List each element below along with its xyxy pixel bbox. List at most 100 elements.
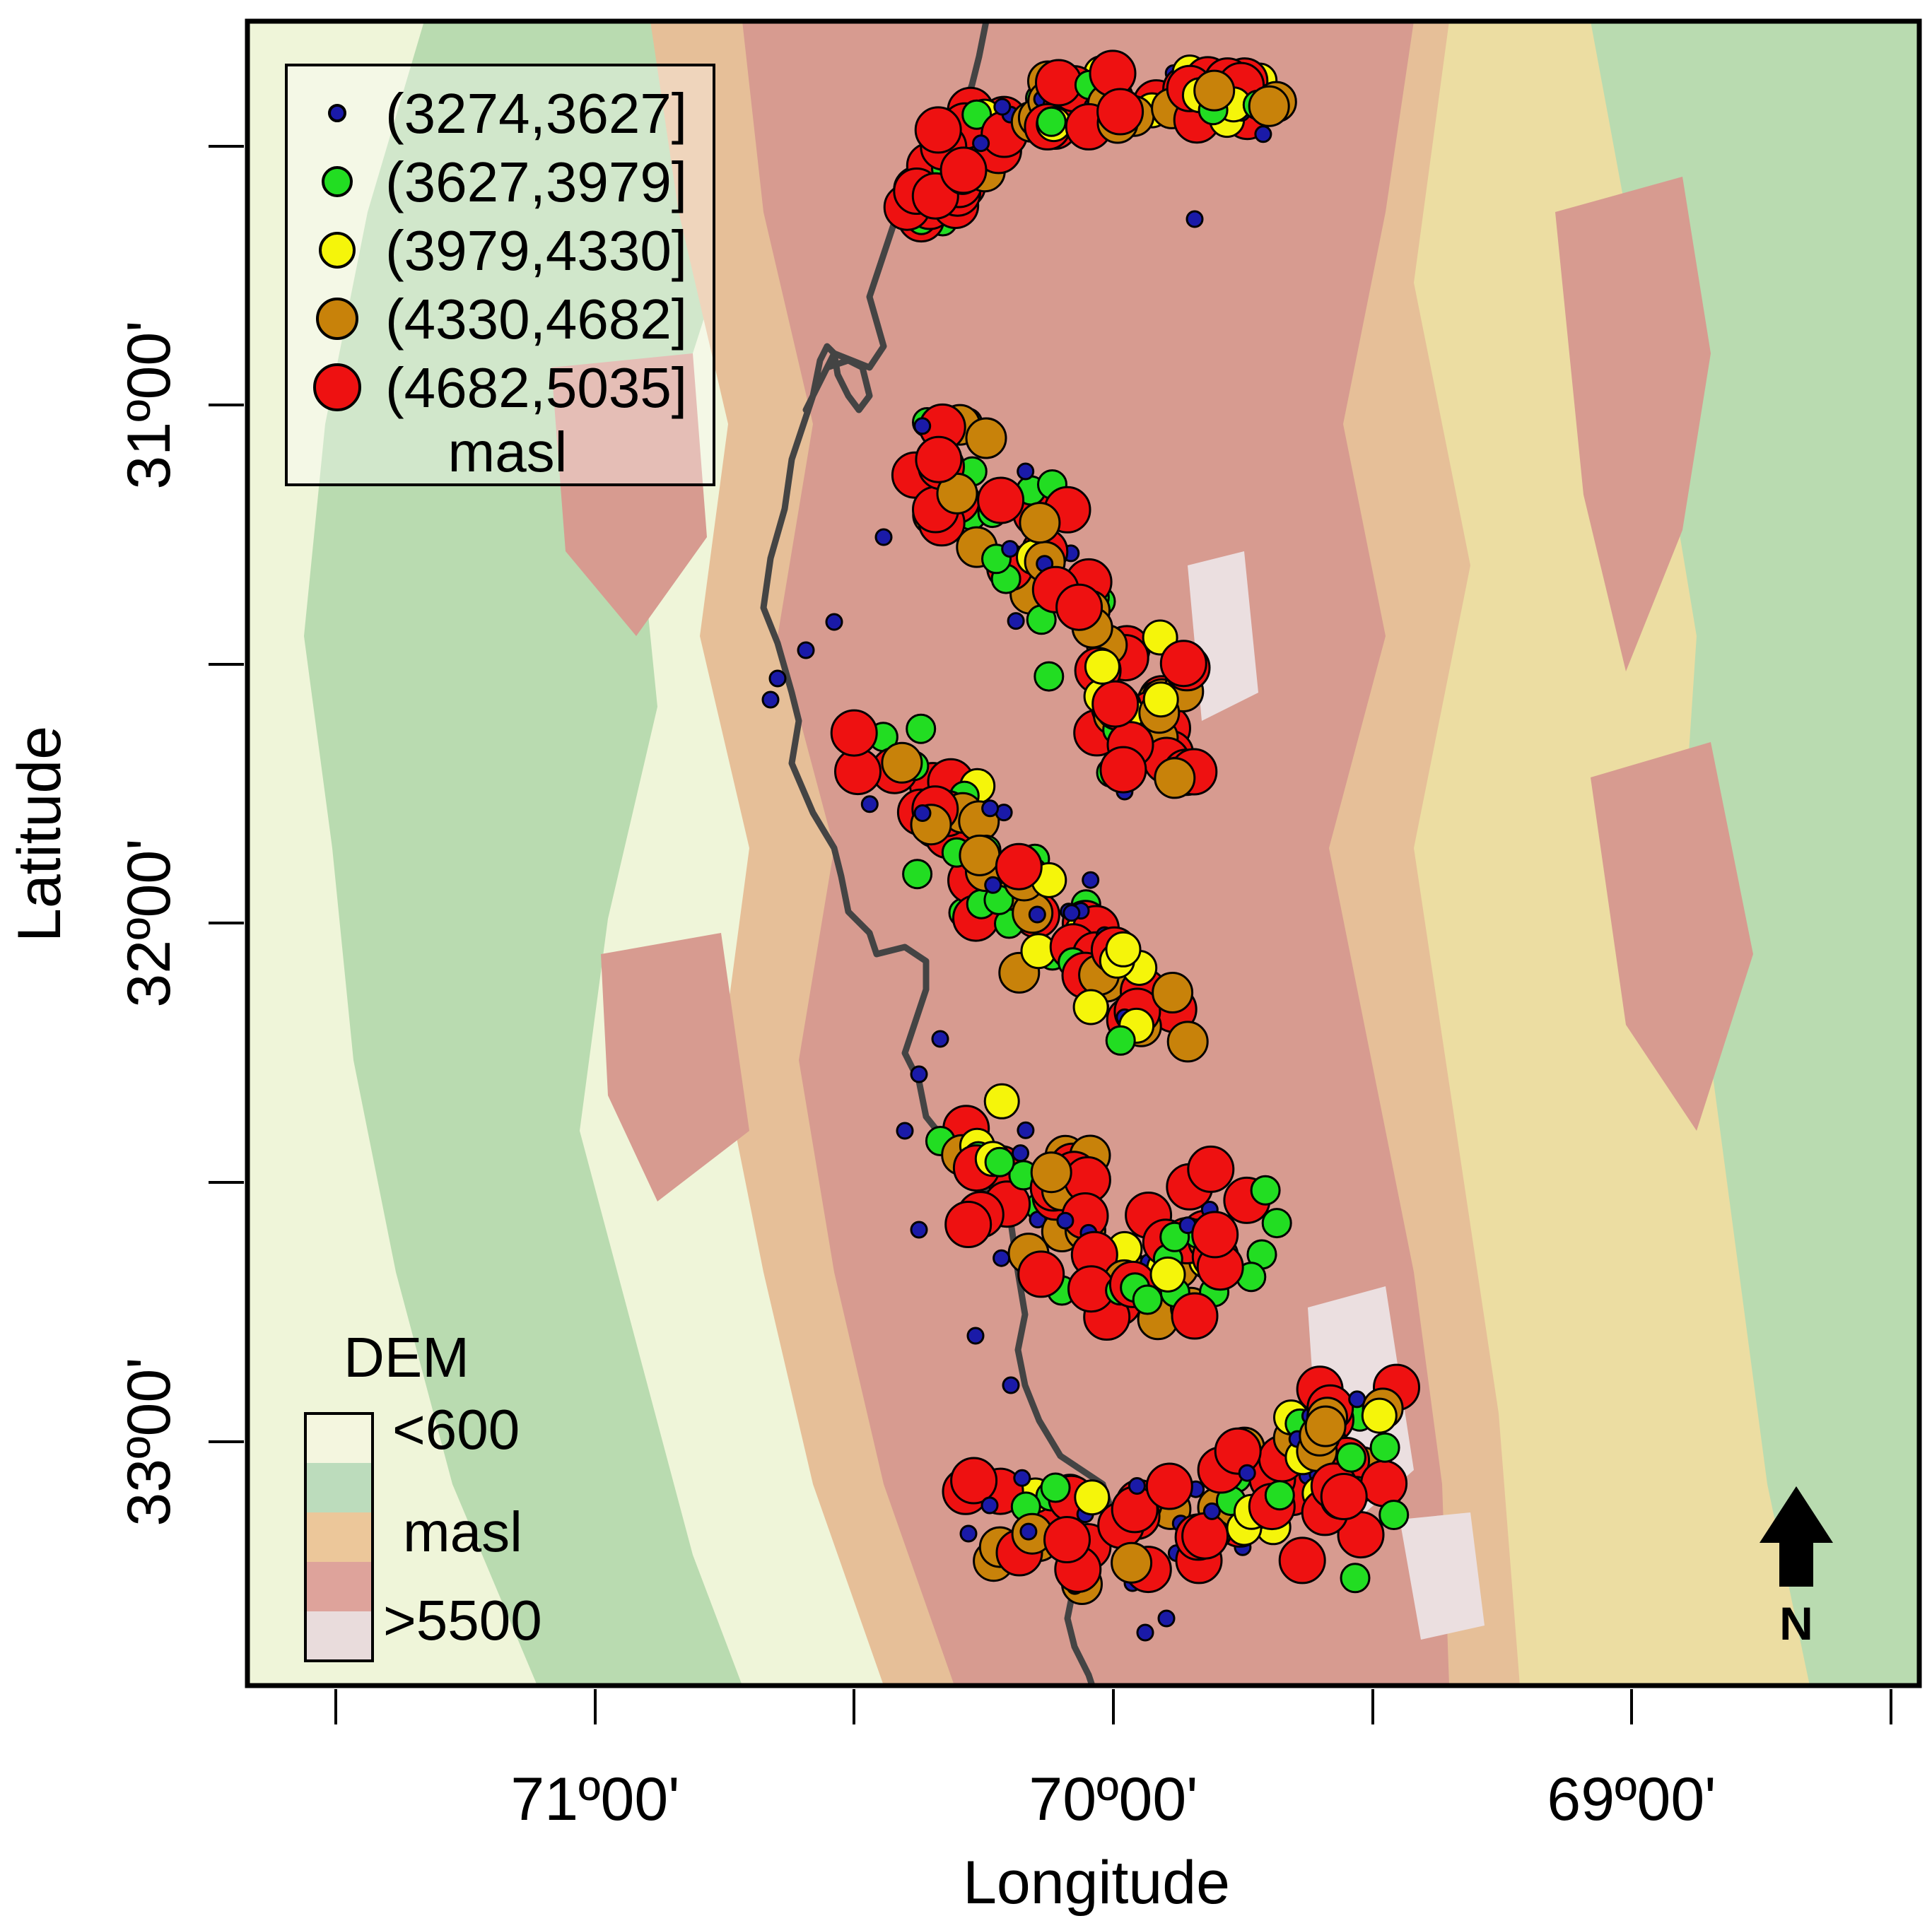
- dem-ridges-east-2: [1591, 742, 1753, 1131]
- glacier-point: [1378, 1500, 1410, 1530]
- legend-symbol: [316, 298, 358, 340]
- legend-symbol: [319, 232, 356, 269]
- glacier-point: [1043, 1516, 1091, 1563]
- glacier-point: [1191, 1211, 1239, 1259]
- north-label: N: [1779, 1597, 1813, 1650]
- glacier-point: [1082, 871, 1100, 889]
- glacier-point: [1017, 462, 1035, 481]
- y-tick-label: 33º00': [115, 1357, 183, 1526]
- glacier-point: [1187, 1145, 1235, 1193]
- dem-legend-low: <600: [392, 1398, 520, 1461]
- dem-ridges-east: [1555, 177, 1711, 671]
- glacier-point: [910, 1221, 928, 1239]
- x-tick-label: 70º00': [1029, 1765, 1198, 1833]
- glacier-point: [984, 1146, 1015, 1177]
- dem-legend-frame: [304, 1412, 374, 1662]
- glacier-point: [768, 669, 787, 688]
- glacier-point: [881, 741, 923, 784]
- glacier-point: [1142, 681, 1179, 718]
- glacier-point: [1056, 1211, 1075, 1230]
- glacier-point: [1001, 540, 1019, 558]
- glacier-point: [1034, 661, 1065, 692]
- glacier-point: [825, 613, 843, 631]
- glacier-point: [972, 134, 990, 153]
- glacier-point: [950, 1457, 998, 1505]
- glacier-point: [965, 417, 1007, 459]
- glacier-point: [1019, 502, 1061, 544]
- glacier-point: [1028, 905, 1046, 924]
- glacier-point: [913, 417, 932, 435]
- glacier-point: [1132, 1284, 1163, 1315]
- glacier-point: [1145, 1462, 1193, 1510]
- glacier-point: [1264, 1480, 1295, 1511]
- glacier-point: [1105, 931, 1142, 968]
- glacier-point: [993, 1249, 1011, 1267]
- glacier-point: [959, 1524, 978, 1543]
- glacier-point: [1278, 1536, 1326, 1585]
- elevation-legend-box: [285, 64, 715, 486]
- glacier-point: [1091, 680, 1140, 728]
- dem-ridges-west: [551, 353, 707, 636]
- dem-legend: DEM <600 masl >5500: [304, 1326, 542, 1662]
- dem-swatch: [305, 1463, 373, 1512]
- glacier-point: [1012, 1144, 1029, 1163]
- glacier-point: [1040, 1472, 1071, 1503]
- legend-symbol: [313, 363, 361, 411]
- glacier-point: [1062, 904, 1081, 922]
- glacier-point: [1136, 1623, 1154, 1642]
- glacier-point: [1017, 1121, 1035, 1139]
- glacier-point: [1105, 1025, 1136, 1056]
- glacier-point: [1128, 1477, 1146, 1495]
- glacier-point: [1036, 106, 1067, 137]
- glacier-point: [993, 98, 1012, 116]
- glacier-point: [830, 709, 878, 757]
- x-tick-label: 69º00': [1547, 1765, 1716, 1833]
- glacier-point: [1149, 1256, 1186, 1293]
- glacier-point: [1055, 583, 1103, 631]
- dem-ridges-central: [742, 21, 1449, 1686]
- glacier-point: [966, 1327, 985, 1345]
- glacier-points: [761, 49, 1420, 1642]
- glacier-point: [761, 690, 780, 709]
- glacier-point: [902, 859, 933, 890]
- glacier-point: [1335, 1442, 1366, 1473]
- x-axis-title: Longitude: [963, 1849, 1230, 1917]
- glacier-point: [1261, 1208, 1292, 1239]
- glacier-point: [1096, 88, 1144, 136]
- glacier-point: [1007, 612, 1025, 630]
- glacier-point: [915, 435, 963, 483]
- glacier-point: [1030, 1151, 1072, 1194]
- glacier-point: [1361, 1397, 1398, 1434]
- glacier-point: [959, 834, 1001, 876]
- glacier-point: [1157, 1609, 1176, 1628]
- x-tick-label: 71º00': [510, 1765, 679, 1833]
- glacier-point: [1019, 1522, 1038, 1541]
- glacier-point: [1171, 1292, 1219, 1340]
- legend-label: (3627,3979]: [385, 151, 687, 213]
- glacier-point: [1340, 1563, 1371, 1594]
- glacier-point: [944, 1201, 993, 1248]
- glacier-point: [1074, 1479, 1111, 1516]
- glacier-point: [961, 99, 993, 130]
- glacier-point: [1072, 989, 1109, 1025]
- glacier-point: [1084, 648, 1120, 685]
- glacier-point: [1035, 59, 1082, 107]
- glacier-point: [939, 146, 988, 194]
- dem-background: [247, 21, 1919, 1686]
- glacier-point: [1152, 972, 1194, 1013]
- legend-symbol: [328, 104, 346, 122]
- glacier-point: [1248, 85, 1290, 127]
- glacier-point: [984, 876, 1002, 894]
- dem-swatch: [305, 1562, 373, 1611]
- legend-label: (3274,3627]: [385, 82, 687, 145]
- legend-unit: masl: [448, 421, 568, 483]
- glacier-point: [1181, 1512, 1229, 1560]
- glacier-point: [1202, 1502, 1221, 1520]
- legend-label: (4682,5035]: [385, 356, 687, 419]
- glacier-point: [1166, 1021, 1209, 1063]
- glacier-point: [980, 1496, 999, 1515]
- glacier-point: [983, 1083, 1020, 1119]
- glacier-point: [1254, 125, 1272, 143]
- glacier-point: [1304, 1405, 1347, 1447]
